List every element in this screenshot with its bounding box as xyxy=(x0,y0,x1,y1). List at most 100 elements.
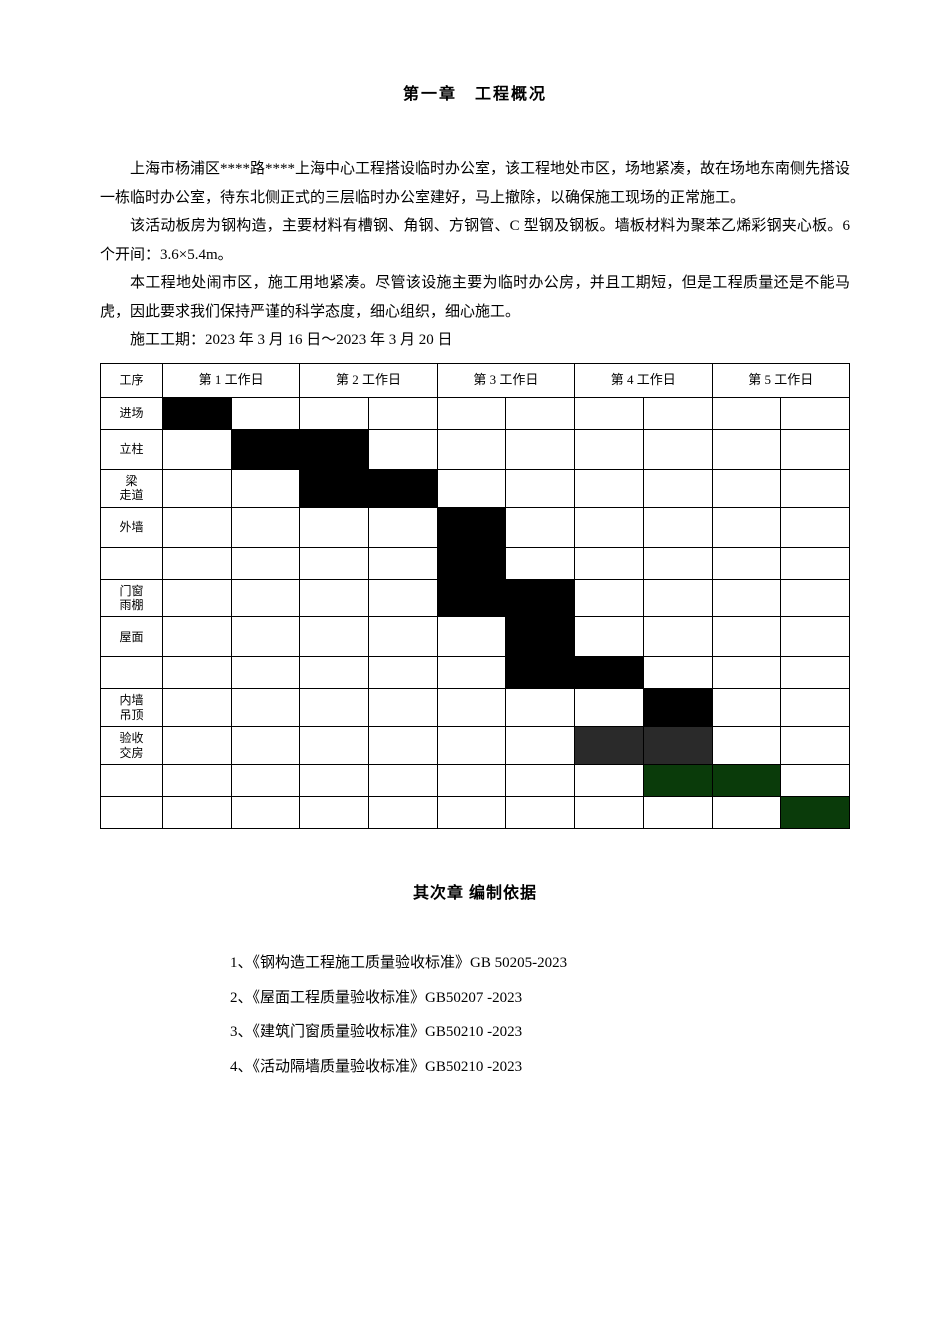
gantt-cell xyxy=(437,547,506,579)
gantt-cell xyxy=(506,579,575,617)
reference-item: 1、《钢构造工程施工质量验收标准》GB 50205-2023 xyxy=(230,949,850,978)
gantt-cell xyxy=(437,429,506,469)
gantt-cell xyxy=(575,617,644,657)
gantt-row: 进场 xyxy=(101,397,850,429)
gantt-cell xyxy=(781,657,850,689)
gantt-header-day-5: 第 5 工作日 xyxy=(712,363,850,397)
gantt-cell xyxy=(506,397,575,429)
gantt-cell xyxy=(506,765,575,797)
gantt-cell xyxy=(231,689,300,727)
gantt-cell xyxy=(369,397,438,429)
gantt-cell xyxy=(300,765,369,797)
gantt-cell xyxy=(506,469,575,507)
gantt-cell xyxy=(300,797,369,829)
gantt-cell xyxy=(781,727,850,765)
gantt-row: 门窗雨棚 xyxy=(101,579,850,617)
gantt-row-label: 进场 xyxy=(101,397,163,429)
gantt-cell xyxy=(506,657,575,689)
gantt-cell xyxy=(231,547,300,579)
reference-item: 3、《建筑门窗质量验收标准》GB50210 -2023 xyxy=(230,1018,850,1047)
gantt-cell xyxy=(643,429,712,469)
gantt-cell xyxy=(781,689,850,727)
reference-item: 4、《活动隔墙质量验收标准》GB50210 -2023 xyxy=(230,1053,850,1082)
gantt-cell xyxy=(369,765,438,797)
gantt-cell xyxy=(643,765,712,797)
reference-list: 1、《钢构造工程施工质量验收标准》GB 50205-2023 2、《屋面工程质量… xyxy=(100,949,850,1081)
gantt-row xyxy=(101,765,850,797)
gantt-cell xyxy=(231,765,300,797)
gantt-cell xyxy=(231,507,300,547)
gantt-cell xyxy=(575,797,644,829)
gantt-cell xyxy=(712,397,781,429)
gantt-cell xyxy=(712,657,781,689)
construction-schedule-text: 施工工期：2023 年 3 月 16 日～2023 年 3 月 20 日 xyxy=(100,326,850,355)
gantt-cell xyxy=(643,397,712,429)
reference-item: 2、《屋面工程质量验收标准》GB50207 -2023 xyxy=(230,984,850,1013)
gantt-cell xyxy=(712,507,781,547)
gantt-cell xyxy=(369,617,438,657)
gantt-cell xyxy=(506,727,575,765)
gantt-cell xyxy=(643,547,712,579)
gantt-cell xyxy=(300,547,369,579)
gantt-cell xyxy=(781,469,850,507)
gantt-cell xyxy=(781,429,850,469)
gantt-cell xyxy=(712,579,781,617)
gantt-cell xyxy=(437,469,506,507)
gantt-row-label: 门窗雨棚 xyxy=(101,579,163,617)
gantt-cell xyxy=(369,547,438,579)
chapter-1-title: 第一章 工程概况 xyxy=(100,80,850,110)
gantt-row xyxy=(101,547,850,579)
gantt-cell xyxy=(231,469,300,507)
gantt-cell xyxy=(437,657,506,689)
gantt-row-label: 梁走道 xyxy=(101,469,163,507)
gantt-cell xyxy=(369,579,438,617)
gantt-cell xyxy=(575,765,644,797)
chapter-1-paragraph-2: 该活动板房为钢构造，主要材料有槽钢、角钢、方钢管、C 型钢及钢板。墙板材料为聚苯… xyxy=(100,212,850,269)
gantt-cell xyxy=(231,727,300,765)
gantt-cell xyxy=(300,657,369,689)
gantt-cell xyxy=(437,617,506,657)
gantt-cell xyxy=(781,797,850,829)
gantt-cell xyxy=(575,397,644,429)
gantt-cell xyxy=(575,429,644,469)
gantt-header-day-2: 第 2 工作日 xyxy=(300,363,437,397)
gantt-cell xyxy=(643,689,712,727)
gantt-cell xyxy=(575,689,644,727)
gantt-cell xyxy=(231,429,300,469)
gantt-cell xyxy=(231,617,300,657)
gantt-row-label: 外墙 xyxy=(101,507,163,547)
gantt-cell xyxy=(163,579,232,617)
gantt-cell xyxy=(643,617,712,657)
gantt-cell xyxy=(163,617,232,657)
gantt-cell xyxy=(575,507,644,547)
gantt-row: 梁走道 xyxy=(101,469,850,507)
gantt-row: 验收交房 xyxy=(101,727,850,765)
gantt-header-row: 工序 第 1 工作日 第 2 工作日 第 3 工作日 第 4 工作日 第 5 工… xyxy=(101,363,850,397)
gantt-cell xyxy=(300,507,369,547)
gantt-row-label xyxy=(101,797,163,829)
gantt-cell xyxy=(231,797,300,829)
gantt-cell xyxy=(575,469,644,507)
gantt-cell xyxy=(712,429,781,469)
gantt-cell xyxy=(163,397,232,429)
gantt-cell xyxy=(712,689,781,727)
gantt-cell xyxy=(300,579,369,617)
gantt-cell xyxy=(712,797,781,829)
gantt-row: 内墙吊顶 xyxy=(101,689,850,727)
gantt-header-proc: 工序 xyxy=(101,363,163,397)
chapter-1-paragraph-1: 上海市杨浦区****路****上海中心工程搭设临时办公室，该工程地处市区，场地紧… xyxy=(100,155,850,212)
gantt-row-label: 屋面 xyxy=(101,617,163,657)
gantt-cell xyxy=(643,579,712,617)
gantt-cell xyxy=(369,797,438,829)
gantt-cell xyxy=(506,689,575,727)
gantt-row xyxy=(101,797,850,829)
gantt-cell xyxy=(575,657,644,689)
gantt-cell xyxy=(163,765,232,797)
gantt-cell xyxy=(781,547,850,579)
gantt-cell xyxy=(575,547,644,579)
gantt-cell xyxy=(643,469,712,507)
gantt-row-label: 内墙吊顶 xyxy=(101,689,163,727)
chapter-2-title: 其次章 编制依据 xyxy=(100,879,850,909)
gantt-cell xyxy=(231,397,300,429)
gantt-cell xyxy=(163,689,232,727)
